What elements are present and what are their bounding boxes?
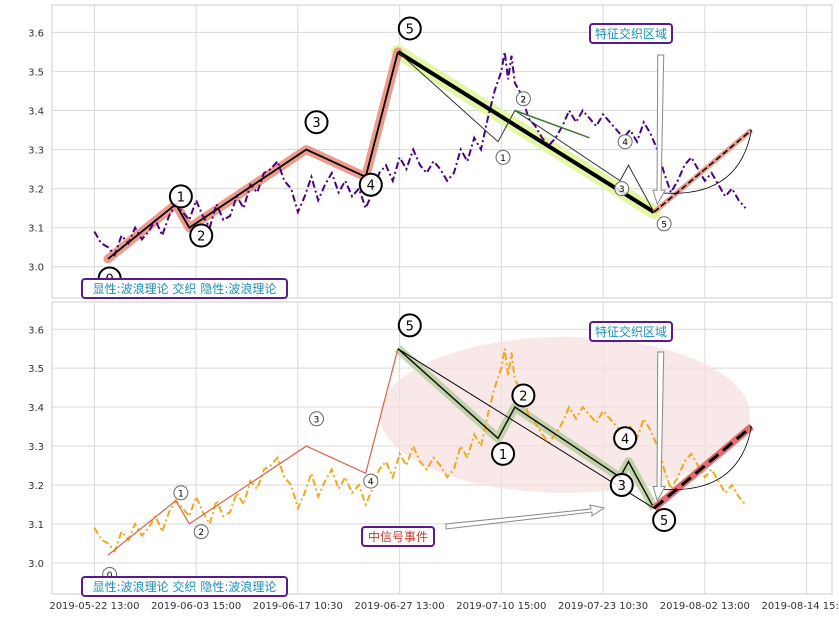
wave-label: 2 [519, 389, 527, 404]
x-tick-label: 2019-06-27 13:00 [355, 601, 445, 612]
wave-line-main [107, 51, 399, 260]
y-tick-label: 3.2 [28, 185, 44, 196]
wave-label: 3 [619, 185, 625, 195]
interweave-zone [379, 336, 750, 493]
wave-label-circle [511, 383, 536, 408]
annotation-event: 中信号事件 [368, 529, 428, 544]
wave-label-circle [358, 172, 383, 197]
wave-label: 4 [368, 478, 374, 488]
forecast-line [653, 425, 753, 510]
y-tick-label: 3.6 [28, 325, 44, 336]
annotation-top: 特征交织区域 [595, 26, 667, 41]
wave-label-circle [491, 441, 516, 466]
annotation-top-box [589, 321, 673, 342]
annotation-event-box [361, 526, 435, 547]
wave-label-circle [363, 473, 379, 489]
wave-label-circle [617, 134, 633, 150]
wave-label: 3 [618, 479, 626, 494]
wave-label-circle [397, 313, 422, 338]
wave-label: 3 [312, 116, 320, 131]
wave-label: 1 [500, 154, 506, 164]
annotation-top-box [589, 23, 673, 44]
annotation-top: 特征交织区域 [595, 324, 667, 339]
wave-label: 4 [367, 179, 375, 194]
forecast-line [653, 129, 752, 213]
x-tick-label: 2019-08-14 15:00 [762, 601, 839, 612]
annotation-bottom-box [81, 278, 288, 299]
wave-label: 5 [406, 319, 414, 334]
wave-label: 2 [198, 528, 204, 538]
wave-label: 5 [660, 514, 668, 529]
wave-label: 5 [661, 220, 667, 230]
wave-line-down [396, 50, 656, 214]
wave-label-circle [309, 411, 325, 427]
wave-label: 2 [197, 229, 205, 244]
wave-label: 2 [521, 95, 527, 105]
x-tick-label: 2019-08-02 13:00 [660, 601, 750, 612]
y-tick-label: 3.2 [28, 481, 44, 492]
y-tick-label: 3.1 [28, 224, 44, 235]
wave-label-circle [609, 472, 634, 497]
wave-label: 4 [621, 432, 629, 447]
top-chart-panel: 3.03.13.23.33.43.53.601234512345特征交织区域显性… [28, 4, 833, 299]
x-tick-label: 2019-07-10 15:00 [456, 601, 546, 612]
forecast-curve [657, 426, 752, 491]
x-tick-label: 2019-06-17 10:30 [253, 601, 343, 612]
wave-line-sub [397, 348, 655, 509]
wave-label: 4 [622, 138, 628, 148]
x-tick-label: 2019-06-03 15:00 [151, 601, 241, 612]
wave-label: 1 [177, 190, 185, 205]
x-tick-label: 2019-07-23 10:30 [558, 601, 648, 612]
y-tick-label: 3.4 [28, 106, 44, 117]
wave-label-circle [656, 216, 672, 232]
wave-label-circle [189, 223, 214, 248]
arrow-shape [652, 351, 666, 502]
y-tick-label: 3.0 [28, 263, 44, 274]
price-series [93, 51, 747, 257]
wave-label: 5 [406, 22, 414, 37]
wave-label-circle [613, 426, 638, 451]
wave-label: 1 [499, 448, 507, 463]
price-series [93, 348, 747, 554]
x-axis: 2019-05-22 13:00 2019-06-03 15:00 2019-06-… [49, 601, 839, 612]
wave-label-circle [652, 508, 677, 533]
y-tick-label: 3.0 [28, 559, 44, 570]
wave-label-circle [495, 149, 511, 165]
y-tick-label: 3.5 [28, 67, 44, 78]
wave-line-sub [397, 51, 655, 213]
annotation-bottom: 显性:波浪理论 交织 隐性:波浪理论 [93, 281, 277, 296]
y-tick-label: 3.1 [28, 520, 44, 531]
wave-label-circle [304, 110, 329, 135]
x-tick-label: 2019-05-22 13:00 [49, 601, 139, 612]
wave-label-circle [614, 181, 630, 197]
y-tick-label: 3.4 [28, 403, 44, 414]
plot-frame [51, 4, 833, 299]
annotation-bottom-box [81, 576, 288, 597]
wave-label-circle [193, 524, 209, 540]
wave-line-main [107, 348, 399, 556]
bottom-chart-panel: 3.03.13.23.33.43.53.601234512345特征交织区域中信… [28, 301, 833, 597]
wave-label-circle [168, 184, 193, 209]
y-tick-label: 3.3 [28, 442, 44, 453]
wave-label-circle [397, 16, 422, 41]
wave-label-circle [515, 91, 531, 107]
event-arrow [445, 504, 606, 530]
arrow-shape [652, 54, 666, 206]
y-tick-label: 3.5 [28, 364, 44, 375]
annotation-bottom: 显性:波浪理论 交织 隐性:波浪理论 [93, 579, 277, 594]
y-tick-label: 3.6 [28, 28, 44, 39]
forecast-curve [657, 129, 752, 194]
wave-label-circle [173, 485, 189, 501]
wave-label: 1 [178, 489, 184, 499]
wave-line-sub-green [514, 109, 590, 139]
y-tick-label: 3.3 [28, 146, 44, 157]
wave-label: 3 [314, 415, 320, 425]
